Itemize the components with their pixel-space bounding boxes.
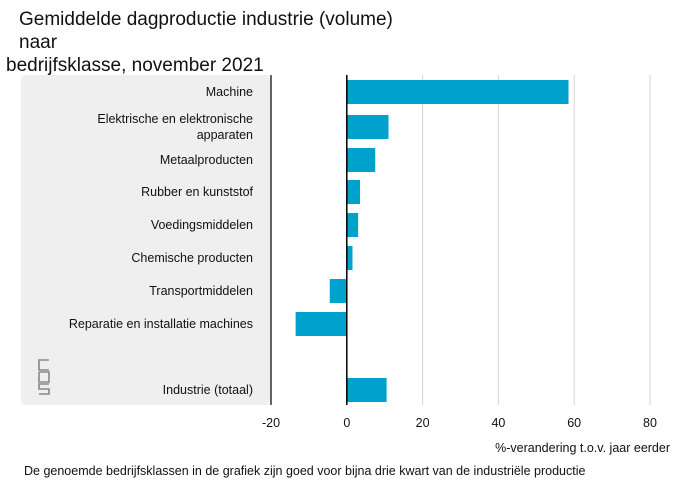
x-tick-label: 40	[491, 416, 505, 430]
bar	[295, 312, 347, 336]
category-label: Elektrische en elektronische apparaten	[97, 112, 253, 142]
category-label: Reparatie en installatie machines	[69, 317, 253, 331]
category-label: Voedingsmiddelen	[151, 218, 253, 232]
x-axis-title: %-verandering t.o.v. jaar eerder	[495, 441, 670, 455]
label-panel	[21, 75, 271, 405]
chart-title-line-2: bedrijfsklasse, november 2021	[6, 55, 264, 76]
bar	[346, 180, 361, 204]
category-label: Transportmiddelen	[149, 284, 253, 298]
bar	[346, 378, 387, 402]
bar	[329, 279, 347, 303]
x-tick-labels: -20 0 20 40 60 80	[262, 416, 657, 430]
chart-title-line-1: Gemiddelde dagproductie industrie (volum…	[19, 9, 393, 53]
x-tick-label: -20	[262, 416, 280, 430]
bar	[346, 80, 569, 104]
footnote: De genoemde bedrijfsklassen in de grafie…	[24, 464, 586, 478]
x-tick-label: 80	[643, 416, 657, 430]
category-label: Industrie (totaal)	[163, 383, 253, 397]
bars	[295, 80, 569, 402]
bar	[346, 246, 353, 270]
bar	[346, 115, 389, 139]
category-label: Chemische producten	[131, 251, 253, 265]
gridlines	[422, 75, 651, 405]
chart-title: Gemiddelde dagproductie industrie (volum…	[6, 8, 426, 77]
cbs-logo-icon	[38, 359, 50, 395]
category-label: Machine	[206, 85, 253, 99]
bar	[346, 213, 359, 237]
category-label: Metaalproducten	[160, 153, 253, 167]
x-tick-label: 20	[416, 416, 430, 430]
x-tick-label: 60	[567, 416, 581, 430]
x-tick-label: 0	[343, 416, 350, 430]
category-labels: Machine Elektrische en elektronische appar…	[69, 85, 254, 397]
bar	[346, 148, 376, 172]
category-label: Rubber en kunststof	[141, 185, 253, 199]
